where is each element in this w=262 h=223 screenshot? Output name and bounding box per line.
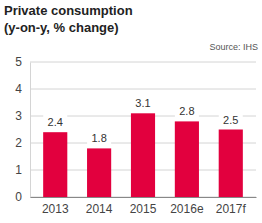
data-label: 2.8 xyxy=(179,105,194,117)
title: Private consumption xyxy=(4,3,133,18)
data-label-bg xyxy=(87,130,111,145)
y-tick-label: 0 xyxy=(15,190,22,204)
subtitle: (y-on-y, % change) xyxy=(4,20,119,35)
x-tick: 2014 xyxy=(86,197,113,216)
y-tick: 3 xyxy=(15,109,30,123)
y-tick: 1 xyxy=(15,163,30,177)
y-tick-label: 5 xyxy=(15,55,22,69)
bar xyxy=(219,130,243,198)
x-tick-label: 2013 xyxy=(42,202,69,216)
x-tick: 2015 xyxy=(130,197,157,216)
y-tick-label: 2 xyxy=(15,136,22,150)
chart: Private consumption (y-on-y, % change) Sou… xyxy=(0,0,262,223)
y-tick: 5 xyxy=(15,55,30,69)
y-tick-label: 4 xyxy=(15,82,22,96)
data-label-box: 1.8 xyxy=(87,130,111,145)
x-tick-label: 2016e xyxy=(170,202,204,216)
x-axis-line xyxy=(31,197,257,198)
data-label-bg xyxy=(175,103,199,118)
grid-line xyxy=(30,89,256,90)
x-axis: 2013 2014 2015 2016e 2017f xyxy=(31,197,257,216)
y-tick: 4 xyxy=(15,82,30,96)
data-label: 1.8 xyxy=(91,132,106,144)
bar xyxy=(175,121,199,197)
plot: 0 1 2 3 4 5 2013 2014 2015 2016e 2017f 2.4 1.8 3.1 2.8… xyxy=(15,55,256,215)
y-axis-line xyxy=(30,63,31,198)
y-tick-label: 3 xyxy=(15,109,22,123)
x-tick-label: 2014 xyxy=(86,202,113,216)
y-tick: 0 xyxy=(15,190,30,204)
data-label-bg xyxy=(43,114,67,129)
data-label-box: 3.1 xyxy=(131,95,155,110)
data-label: 2.4 xyxy=(48,116,63,128)
data-label-box: 2.4 xyxy=(43,114,67,129)
source: Source: IHS xyxy=(209,42,258,52)
y-tick-label: 1 xyxy=(15,163,22,177)
bars xyxy=(43,113,243,197)
bar xyxy=(131,113,155,197)
y-axis: 0 1 2 3 4 5 xyxy=(15,55,30,204)
grid xyxy=(30,62,256,197)
x-tick-label: 2017f xyxy=(216,202,247,216)
x-tick-label: 2015 xyxy=(130,202,157,216)
data-label-bg xyxy=(131,95,155,110)
data-label: 2.5 xyxy=(223,114,238,126)
bar xyxy=(87,148,111,197)
data-label-box: 2.5 xyxy=(219,112,243,127)
bar xyxy=(43,132,67,197)
data-label: 3.1 xyxy=(135,97,150,109)
data-label-box: 2.8 xyxy=(175,103,199,118)
x-tick: 2017f xyxy=(216,197,247,216)
y-tick: 2 xyxy=(15,136,30,150)
data-labels: 2.4 1.8 3.1 2.8 2.5 xyxy=(43,95,243,145)
x-tick: 2013 xyxy=(42,197,69,216)
x-tick: 2016e xyxy=(170,197,204,216)
grid-line xyxy=(30,62,256,63)
data-label-bg xyxy=(219,112,243,127)
